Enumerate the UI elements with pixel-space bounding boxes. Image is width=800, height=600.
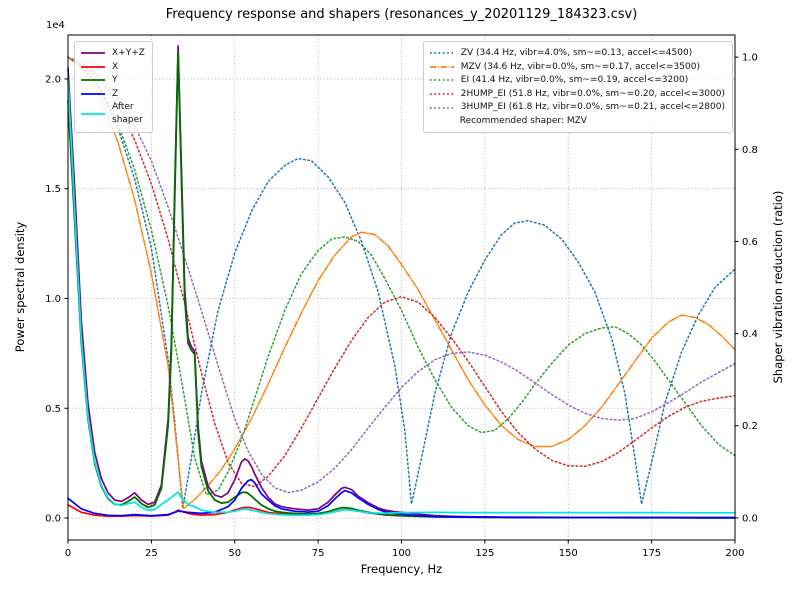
legend-line-swatch: [81, 52, 105, 55]
legend-shaper-item-4: 3HUMP_EI (61.8 Hz, vibr=0.0%, sm~=0.21, …: [429, 101, 725, 114]
legend-line-swatch: [429, 93, 454, 95]
x-axis-label: Frequency, Hz: [360, 562, 443, 576]
x-tick-label: 175: [642, 548, 661, 559]
legend-shaper-label-3: 2HUMP_EI (51.8 Hz, vibr=0.0%, sm~=0.20, …: [460, 88, 725, 99]
x-tick-label: 25: [145, 548, 158, 559]
x-tick-label: 75: [312, 548, 325, 559]
legend-shaper-item-3: 2HUMP_EI (51.8 Hz, vibr=0.0%, sm~=0.20, …: [429, 88, 725, 101]
legend-shaper-label-4: 3HUMP_EI (61.8 Hz, vibr=0.0%, sm~=0.21, …: [460, 102, 725, 113]
legend-shaper-label-2: EI (41.4 Hz, vibr=0.0%, sm~=0.19, accel<…: [460, 75, 689, 86]
legend-line-swatch: [81, 65, 105, 68]
legend-psd-label-4: After shaper: [112, 102, 143, 125]
y-left-tick-label: 0.5: [45, 404, 61, 415]
y-left-tick-label: 1.5: [45, 184, 61, 195]
x-tick-label: 50: [228, 548, 241, 559]
legend-line-swatch: [429, 106, 454, 109]
legend-psd-label-2: Y: [112, 75, 118, 86]
legend-psd-label-0: X+Y+Z: [112, 48, 145, 58]
y-right-tick-label: 1.0: [742, 53, 758, 64]
legend-line-swatch: [429, 52, 454, 55]
y-axis-label-left: Power spectral density: [13, 221, 27, 353]
legend-psd-label-1: X: [112, 61, 119, 72]
legend-shaper-note: Recommended shaper: MZV: [459, 115, 587, 126]
series-ei: [67, 56, 736, 496]
x-tick-label: 100: [392, 548, 411, 559]
y-left-tick-label: 0.0: [45, 514, 61, 525]
y-right-tick-label: 0.0: [742, 513, 758, 524]
series-zv: [67, 56, 736, 510]
legend-line-swatch: [81, 93, 105, 95]
y-right-tick-label: 0.4: [742, 329, 758, 340]
x-tick-label: 125: [475, 548, 494, 559]
legend-shaper-label-0: ZV (34.4 Hz, vibr=4.0%, sm~=0.13, accel<…: [460, 48, 693, 58]
y-left-tick-label: 2.0: [45, 74, 61, 85]
legend-psd: X+Y+Z X Y Z After shaper: [74, 41, 153, 133]
y-axis-label-right: Shaper vibration reduction (ratio): [771, 190, 785, 384]
y-axis-offset-label: 1e4: [46, 20, 65, 31]
legend-psd-label-3: Z: [112, 88, 119, 99]
y-right-tick-label: 0.2: [742, 421, 758, 432]
series-2hump-ei: [67, 56, 736, 488]
y-right-tick-label: 0.8: [742, 145, 758, 156]
legend-line-swatch: [81, 113, 105, 115]
legend-psd-item-2: Y: [80, 74, 145, 87]
legend-line-swatch: [81, 79, 105, 82]
y-left-tick-label: 1.0: [45, 294, 61, 305]
legend-shaper-item-0: ZV (34.4 Hz, vibr=4.0%, sm~=0.13, accel<…: [429, 47, 725, 60]
x-tick-label: 0: [65, 548, 71, 559]
legend-psd-item-0: X+Y+Z: [80, 47, 145, 60]
legend-psd-item-1: X: [80, 61, 145, 74]
legend-line-swatch: [429, 79, 454, 82]
series-y: [67, 51, 736, 519]
series-3hump-ei: [67, 56, 736, 494]
legend-shaper-item-2: EI (41.4 Hz, vibr=0.0%, sm~=0.19, accel<…: [429, 74, 725, 87]
x-tick-label: 150: [559, 548, 578, 559]
legend-line-swatch: [429, 65, 454, 68]
series-x-y-z: [67, 45, 736, 519]
legend-psd-item-4: After shaper: [80, 101, 145, 126]
series-after-shaper: [67, 78, 736, 517]
legend-psd-item-3: Z: [80, 88, 145, 101]
legend-shaper-label-1: MZV (34.6 Hz, vibr=0.0%, sm~=0.17, accel…: [460, 61, 700, 72]
y-right-tick-label: 0.6: [742, 237, 758, 248]
series-mzv: [67, 56, 736, 510]
legend-shapers: ZV (34.4 Hz, vibr=4.0%, sm~=0.13, accel<…: [422, 41, 733, 133]
chart-title: Frequency response and shapers (resonanc…: [165, 7, 638, 22]
series-z: [67, 478, 736, 519]
x-tick-label: 200: [725, 548, 744, 559]
legend-shaper-item-1: MZV (34.6 Hz, vibr=0.0%, sm~=0.17, accel…: [429, 61, 725, 74]
